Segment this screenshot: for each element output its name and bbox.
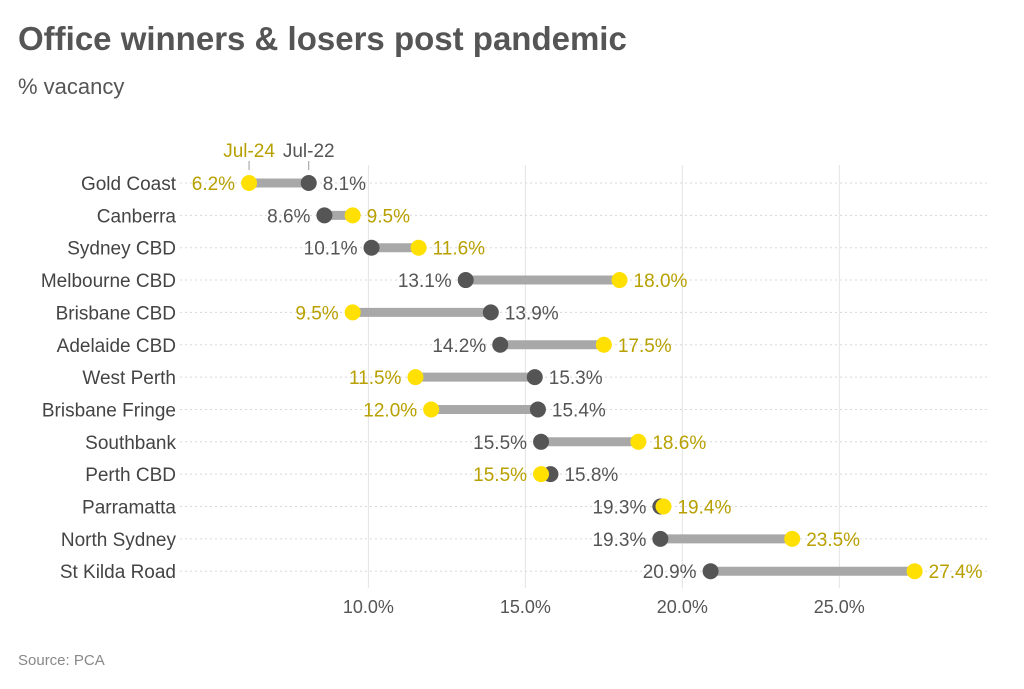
category-label: Brisbane CBD — [56, 303, 176, 324]
chart-subtitle: % vacancy — [18, 74, 125, 99]
data-label-jul22: 20.9% — [643, 562, 697, 583]
point-jul24 — [344, 304, 361, 321]
category-label: Melbourne CBD — [41, 271, 176, 292]
point-jul24 — [906, 563, 923, 580]
point-jul24 — [595, 336, 612, 353]
data-label-jul22: 8.1% — [323, 174, 366, 195]
point-jul24 — [344, 207, 361, 224]
point-jul22 — [300, 175, 317, 191]
chart-title: Office winners & losers post pandemic — [18, 20, 627, 57]
point-jul22 — [652, 530, 669, 547]
point-jul22 — [363, 239, 380, 256]
data-label-jul24: 19.4% — [677, 498, 731, 519]
point-jul22 — [316, 207, 333, 224]
data-label-jul24: 9.5% — [295, 303, 338, 324]
data-label-jul22: 15.4% — [552, 400, 606, 421]
point-jul22 — [702, 563, 719, 580]
point-jul24 — [611, 272, 628, 289]
point-jul22 — [492, 336, 509, 353]
category-label: Canberra — [97, 206, 177, 227]
category-label: West Perth — [82, 368, 176, 389]
data-label-jul22: 15.5% — [473, 433, 527, 454]
data-label-jul24: 18.6% — [652, 433, 706, 454]
data-label-jul22: 14.2% — [432, 336, 486, 357]
category-label: Perth CBD — [85, 465, 176, 486]
point-jul24 — [241, 175, 258, 191]
data-label-jul24: 6.2% — [192, 174, 235, 195]
point-jul24 — [533, 466, 550, 483]
data-label-jul24: 17.5% — [618, 336, 672, 357]
data-label-jul24: 23.5% — [806, 530, 860, 551]
data-label-jul24: 9.5% — [367, 206, 410, 227]
point-jul22 — [526, 369, 543, 386]
x-tick-label: 20.0% — [657, 597, 708, 617]
point-jul24 — [410, 239, 427, 256]
data-label-jul24: 11.6% — [433, 239, 486, 260]
x-tick-label: 15.0% — [500, 597, 551, 617]
point-jul24 — [423, 401, 440, 418]
category-label: Gold Coast — [81, 174, 177, 195]
source-note: Source: PCA — [18, 652, 105, 669]
point-jul24 — [784, 530, 801, 547]
data-label-jul24: 18.0% — [634, 271, 688, 292]
point-jul24 — [407, 369, 424, 386]
point-jul22 — [529, 401, 546, 418]
x-tick-label: 25.0% — [814, 597, 865, 617]
point-jul24 — [630, 433, 647, 450]
category-label: Southbank — [85, 433, 176, 454]
category-label: St Kilda Road — [60, 562, 176, 583]
data-label-jul24: 27.4% — [929, 562, 983, 583]
data-label-jul24: 12.0% — [363, 400, 417, 421]
data-label-jul24: 11.5% — [349, 368, 402, 389]
point-jul24 — [655, 498, 672, 515]
point-jul22 — [457, 272, 474, 289]
category-label: Adelaide CBD — [57, 336, 176, 357]
data-label-jul22: 19.3% — [592, 498, 646, 519]
data-label-jul22: 13.1% — [398, 271, 452, 292]
x-tick-label: 10.0% — [343, 597, 394, 617]
data-label-jul24: 15.5% — [473, 465, 527, 486]
data-label-jul22: 10.1% — [304, 239, 358, 260]
legend-label: Jul-22 — [283, 141, 335, 162]
category-label: Parramatta — [82, 498, 176, 519]
category-label: Brisbane Fringe — [42, 400, 176, 421]
data-label-jul22: 15.8% — [564, 465, 618, 486]
legend-label: Jul-24 — [223, 141, 275, 162]
data-label-jul22: 8.6% — [267, 206, 310, 227]
point-jul22 — [482, 304, 499, 321]
data-label-jul22: 13.9% — [505, 303, 559, 324]
category-label: North Sydney — [61, 530, 177, 551]
point-jul22 — [533, 433, 550, 450]
category-label: Sydney CBD — [67, 239, 176, 260]
data-label-jul22: 15.3% — [549, 368, 603, 389]
data-label-jul22: 19.3% — [592, 530, 646, 551]
